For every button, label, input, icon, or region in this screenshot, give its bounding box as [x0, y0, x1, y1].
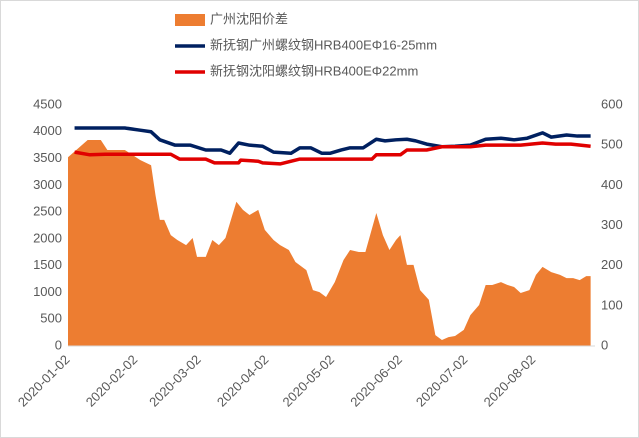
area: [68, 139, 591, 346]
legend-label: 广州沈阳价差: [210, 11, 288, 26]
y2-tick-label: 400: [601, 177, 623, 192]
y-tick-label: 2000: [33, 230, 62, 245]
legend-swatch: [175, 14, 205, 26]
y-tick-label: 3000: [33, 177, 62, 192]
y2-tick-label: 500: [601, 137, 623, 152]
y2-tick-label: 600: [601, 96, 623, 111]
y2-tick-label: 0: [601, 337, 608, 352]
y-tick-label: 4000: [33, 123, 62, 138]
line: [74, 126, 591, 155]
y2-tick-label: 200: [601, 257, 623, 272]
y-tick-label: 0: [55, 337, 62, 352]
y-tick-label: 4500: [33, 96, 62, 111]
legend-label: 新抚钢广州螺纹钢HRB400EΦ16-25mm: [210, 37, 437, 52]
line: [74, 141, 591, 166]
y-tick-label: 2500: [33, 204, 62, 219]
y-tick-label: 1500: [33, 257, 62, 272]
legend-label: 新抚钢沈阳螺纹钢HRB400EΦ22mm: [210, 63, 418, 78]
y-tick-label: 3500: [33, 150, 62, 165]
y-tick-label: 500: [40, 311, 62, 326]
y2-tick-label: 100: [601, 297, 623, 312]
y-tick-label: 1000: [33, 284, 62, 299]
y2-tick-label: 300: [601, 217, 623, 232]
